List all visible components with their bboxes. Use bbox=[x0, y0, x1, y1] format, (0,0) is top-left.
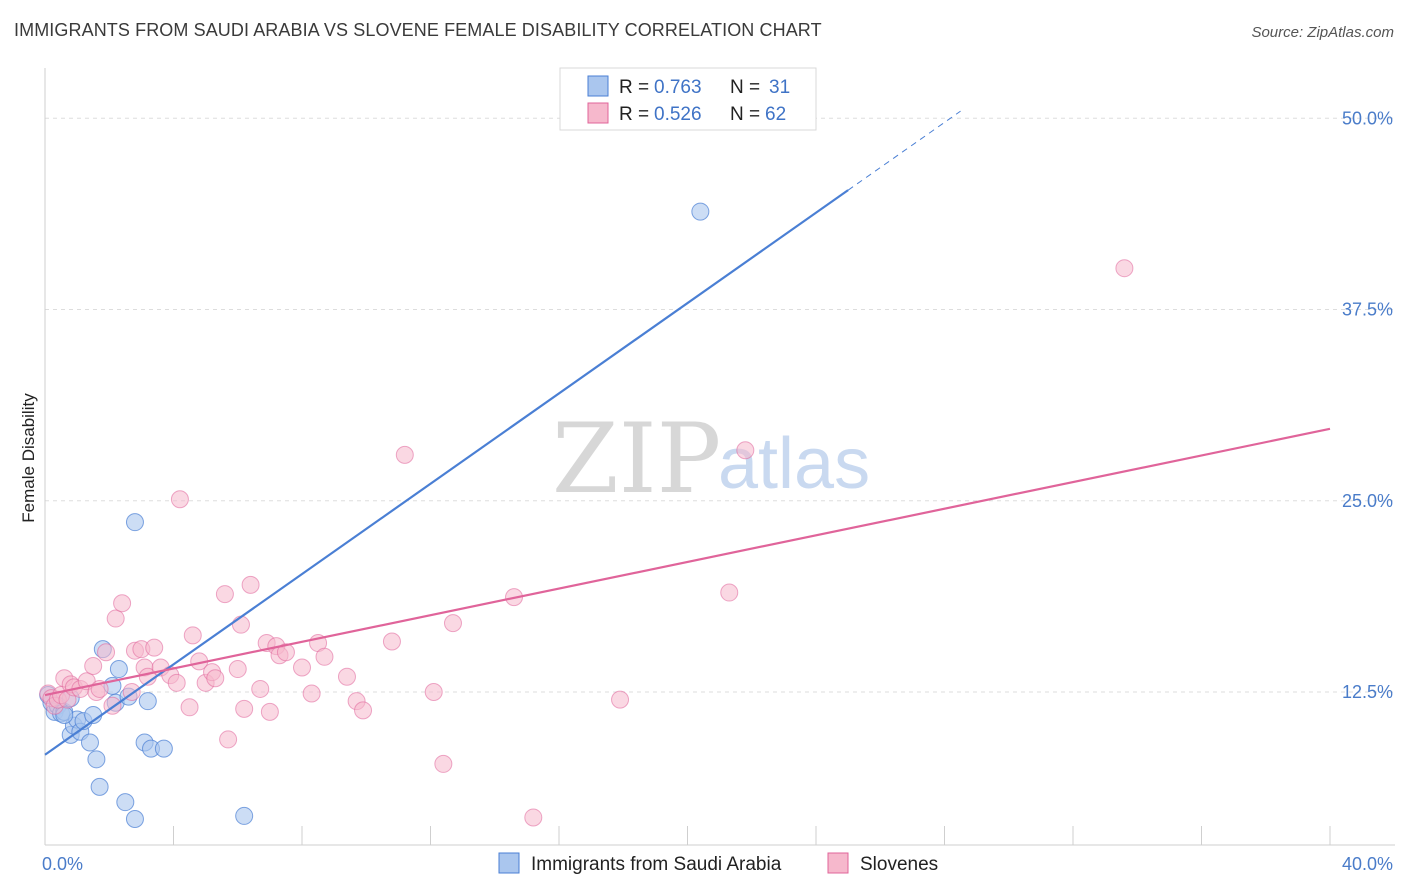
trend-line-slovenes bbox=[44, 427, 1331, 697]
data-point-slovenes bbox=[228, 660, 247, 679]
correlation-legend: R = 0.763 N = 31 R = 0.526 N = 62 bbox=[559, 67, 817, 131]
trend-line-saudi-arabia-extension bbox=[847, 110, 961, 191]
x-tick-label: 40.0% bbox=[1342, 854, 1393, 874]
bottom-legend-swatch-saudi-arabia bbox=[498, 852, 520, 874]
data-point-slovenes bbox=[183, 626, 202, 645]
data-point-saudi-arabia bbox=[80, 733, 99, 752]
legend-n-value-a: 31 bbox=[769, 77, 790, 98]
data-point-saudi-arabia bbox=[235, 806, 254, 825]
data-point-slovenes bbox=[206, 669, 225, 688]
data-point-slovenes bbox=[302, 684, 321, 703]
data-point-slovenes bbox=[106, 609, 125, 628]
data-point-slovenes bbox=[720, 583, 739, 602]
data-point-saudi-arabia bbox=[125, 513, 144, 532]
data-point-saudi-arabia bbox=[138, 692, 157, 711]
y-tick-label: 50.0% bbox=[1342, 108, 1393, 128]
data-point-slovenes bbox=[395, 445, 414, 464]
data-point-slovenes bbox=[1115, 259, 1134, 278]
legend-n-label-a: N = bbox=[730, 77, 760, 98]
data-point-slovenes bbox=[354, 701, 373, 720]
data-point-slovenes bbox=[424, 683, 443, 701]
data-point-slovenes bbox=[736, 441, 755, 460]
x-tick-label: 0.0% bbox=[42, 854, 83, 874]
trend-line-saudi-arabia bbox=[44, 189, 849, 756]
data-point-slovenes bbox=[524, 808, 543, 827]
series-saudi-arabia-points bbox=[39, 202, 710, 828]
trend-lines bbox=[44, 110, 1331, 756]
legend-r-label-b: R = bbox=[619, 104, 649, 125]
legend-r-value-a: 0.763 bbox=[654, 77, 702, 98]
data-point-saudi-arabia bbox=[87, 750, 106, 769]
axes bbox=[44, 68, 1395, 846]
watermark-atlas: atlas bbox=[718, 424, 870, 504]
data-point-slovenes bbox=[241, 575, 260, 594]
legend-swatch-slovenes bbox=[587, 102, 609, 124]
data-point-slovenes bbox=[382, 632, 401, 651]
y-tick-labels: 12.5% 25.0% 37.5% 50.0% bbox=[1342, 108, 1393, 702]
y-tick-label: 25.0% bbox=[1342, 491, 1393, 511]
data-point-slovenes bbox=[84, 656, 103, 675]
series-slovenes-points bbox=[39, 259, 1134, 827]
data-point-slovenes bbox=[235, 699, 254, 718]
data-point-saudi-arabia bbox=[90, 777, 109, 796]
data-point-slovenes bbox=[611, 690, 630, 709]
watermark-zip: ZIP bbox=[552, 403, 721, 515]
chart-title: IMMIGRANTS FROM SAUDI ARABIA VS SLOVENE … bbox=[14, 20, 822, 40]
data-point-slovenes bbox=[434, 754, 453, 773]
data-point-saudi-arabia bbox=[691, 202, 710, 221]
data-point-saudi-arabia bbox=[109, 660, 128, 679]
series-legend: Immigrants from Saudi Arabia Slovenes bbox=[498, 852, 938, 875]
bottom-legend-label-slovenes: Slovenes bbox=[860, 854, 938, 875]
bottom-legend-label-saudi-arabia: Immigrants from Saudi Arabia bbox=[531, 854, 782, 875]
data-point-slovenes bbox=[315, 647, 334, 666]
x-tick-labels: 0.0% 40.0% bbox=[42, 854, 1393, 874]
data-point-saudi-arabia bbox=[116, 793, 135, 812]
data-point-slovenes bbox=[97, 643, 116, 662]
y-tick-label: 37.5% bbox=[1342, 300, 1393, 320]
data-point-slovenes bbox=[167, 673, 186, 692]
data-point-slovenes bbox=[337, 667, 356, 686]
data-point-slovenes bbox=[113, 594, 132, 613]
legend-r-label-a: R = bbox=[619, 77, 649, 98]
source-label: Source: ZipAtlas.com bbox=[1251, 24, 1394, 41]
data-point-slovenes bbox=[170, 490, 189, 509]
data-point-slovenes bbox=[251, 679, 270, 698]
data-point-saudi-arabia bbox=[125, 809, 144, 828]
data-point-slovenes bbox=[260, 702, 279, 721]
data-point-slovenes bbox=[231, 615, 250, 634]
legend-r-value-b: 0.526 bbox=[654, 104, 702, 125]
data-point-slovenes bbox=[219, 730, 238, 749]
data-point-slovenes bbox=[180, 698, 199, 717]
y-tick-label: 12.5% bbox=[1342, 682, 1393, 702]
watermark: ZIP atlas bbox=[552, 403, 870, 515]
legend-n-label-b: N = bbox=[730, 104, 760, 125]
legend-swatch-saudi-arabia bbox=[587, 75, 609, 97]
bottom-legend-swatch-slovenes bbox=[827, 852, 849, 874]
data-point-slovenes bbox=[145, 638, 164, 657]
legend-n-value-b: 62 bbox=[765, 104, 786, 125]
data-point-slovenes bbox=[443, 614, 462, 633]
data-point-slovenes bbox=[215, 585, 234, 604]
data-point-slovenes bbox=[293, 658, 311, 677]
data-point-saudi-arabia bbox=[154, 739, 173, 758]
data-point-slovenes bbox=[276, 643, 295, 662]
y-axis-label: Female Disability bbox=[19, 393, 38, 523]
